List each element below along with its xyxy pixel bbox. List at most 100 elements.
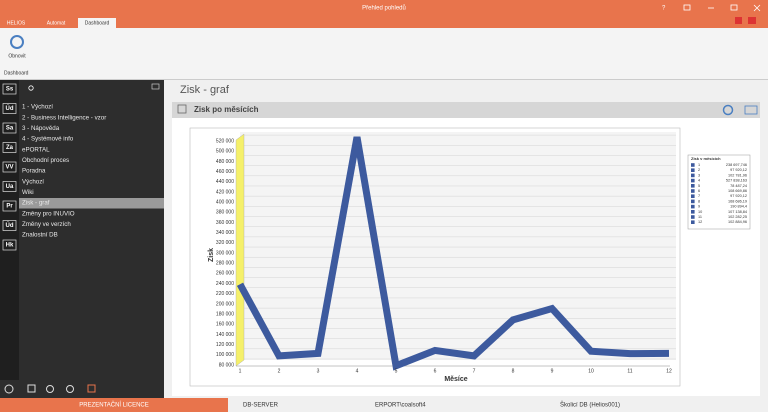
sidebar-item[interactable]: Znalostní DB [22, 232, 58, 239]
sidebar-toolbar[interactable] [4, 384, 96, 394]
legend-category: 9 [698, 205, 700, 209]
legend-swatch [691, 173, 695, 178]
legend-category: 1 [698, 163, 700, 167]
help-icon[interactable]: ? [662, 6, 666, 12]
legend-box [687, 154, 751, 230]
x-tick-label: 8 [512, 368, 515, 374]
tab[interactable]: Automat [47, 20, 66, 26]
legend-category: 2 [698, 168, 700, 172]
sidebar-item[interactable]: Změny ve verzích [22, 221, 71, 228]
legend-swatch [691, 204, 695, 209]
y-tick-label: 520 000 [216, 138, 234, 144]
legend-category: 12 [698, 220, 702, 224]
tab[interactable]: Dashboard [85, 20, 110, 26]
y-tick-label: 80 000 [219, 362, 235, 368]
sidebar-item[interactable]: Wiki [22, 189, 34, 196]
refresh-icon[interactable] [10, 35, 24, 49]
module-box [2, 200, 17, 212]
y-tick-label: 140 000 [216, 332, 234, 338]
panel-refresh[interactable] [722, 104, 734, 116]
legend-category: 11 [698, 215, 702, 219]
module-label[interactable]: Za [6, 145, 14, 151]
title-bar [0, 0, 768, 28]
selected-item-bg [19, 198, 164, 209]
y-tick-label: 420 000 [216, 189, 234, 195]
legend-category: 8 [698, 199, 700, 203]
legend-value: 102 781,96 [728, 173, 747, 177]
y-tick-label: 280 000 [216, 261, 234, 267]
legend-category: 4 [698, 179, 700, 183]
legend-swatch [691, 168, 695, 172]
sidebar-item[interactable]: Zisk - graf [22, 200, 50, 207]
mail-icon[interactable] [748, 17, 756, 24]
sidebar-item[interactable]: Výchozí [22, 178, 44, 185]
x-tick-label: 9 [551, 368, 554, 374]
module-label[interactable]: Úd [6, 105, 14, 112]
legend-value: 238 697,746 [726, 163, 747, 167]
module-box [2, 122, 17, 134]
y-tick-label: 340 000 [216, 230, 234, 236]
ribbon [0, 28, 768, 80]
window-controls[interactable] [683, 4, 761, 12]
legend-swatch [691, 194, 695, 198]
legend-value: 107 138,84 [728, 210, 747, 214]
x-tick-label: 11 [627, 368, 632, 374]
page-title: Zisk - graf [180, 84, 230, 96]
sidebar-item[interactable]: 4 - Systémové info [22, 136, 74, 143]
panel-menu[interactable] [744, 105, 758, 115]
sidebar-item[interactable]: Poradna [22, 168, 46, 175]
sidebar-item[interactable]: 2 - Business Intelligence - vzor [22, 114, 106, 121]
sidebar-item[interactable]: Změny pro INUVIO [22, 210, 75, 217]
sidebar-item[interactable]: ePORTAL [22, 146, 50, 153]
y-tick-label: 500 000 [216, 149, 234, 155]
module-box [2, 83, 17, 95]
search-icon[interactable] [28, 85, 34, 91]
ribbon-button[interactable]: Obnovit [8, 53, 26, 59]
module-box [2, 220, 17, 231]
module-label[interactable]: Pr [6, 204, 13, 210]
module-label[interactable]: Hk [6, 243, 14, 249]
y-tick-label: 380 000 [216, 210, 234, 216]
ribbon-group: Dashboard [4, 70, 29, 76]
alert-icon[interactable] [735, 17, 742, 24]
legend-swatch [691, 189, 695, 193]
y-tick-label: 220 000 [216, 291, 234, 297]
active-tab-bg [78, 18, 116, 28]
legend-swatch [691, 220, 695, 224]
x-tick-label: 2 [278, 368, 281, 374]
x-tick-label: 4 [356, 368, 359, 374]
legend-swatch [691, 215, 695, 219]
module-label[interactable]: Sa [6, 126, 14, 132]
legend-swatch [691, 163, 695, 167]
legend-value: 527 838,163 [726, 179, 747, 183]
sidebar-item[interactable]: Obchodní proces [22, 157, 69, 164]
module-label[interactable]: Úd [6, 222, 14, 229]
server: DB-SERVER [243, 403, 279, 409]
sidebar-item[interactable]: 1 - Výchozí [22, 104, 53, 111]
module-box [2, 103, 17, 114]
y-tick-label: 440 000 [216, 179, 234, 185]
sidebar-item[interactable]: 3 - Nápověda [22, 125, 60, 132]
license: PREZENTAČNÍ LICENCE [79, 402, 149, 409]
legend-value: 97 920,12 [730, 194, 747, 198]
legend-swatch [691, 178, 695, 183]
y-tick-label: 480 000 [216, 159, 234, 165]
module-label[interactable]: VV [5, 165, 13, 171]
module-label[interactable]: Ss [6, 87, 14, 93]
module-box [2, 161, 17, 173]
x-tick-label: 10 [588, 368, 594, 374]
module-strip [0, 80, 19, 380]
license-bg [0, 398, 228, 412]
y-tick-label: 240 000 [216, 281, 234, 287]
module-label[interactable]: Ua [6, 184, 14, 190]
tab[interactable]: HELIOS [7, 20, 26, 26]
x-tick-label: 7 [473, 368, 476, 374]
y-tick-label: 320 000 [216, 240, 234, 246]
y-tick-label: 160 000 [216, 322, 234, 328]
collapse-icon[interactable] [151, 83, 160, 90]
panel-header [172, 102, 760, 118]
sidebar [0, 80, 164, 398]
legend-title: Zisk v měsících [691, 156, 721, 161]
user: ERPORT\coalsoft4 [375, 403, 426, 409]
